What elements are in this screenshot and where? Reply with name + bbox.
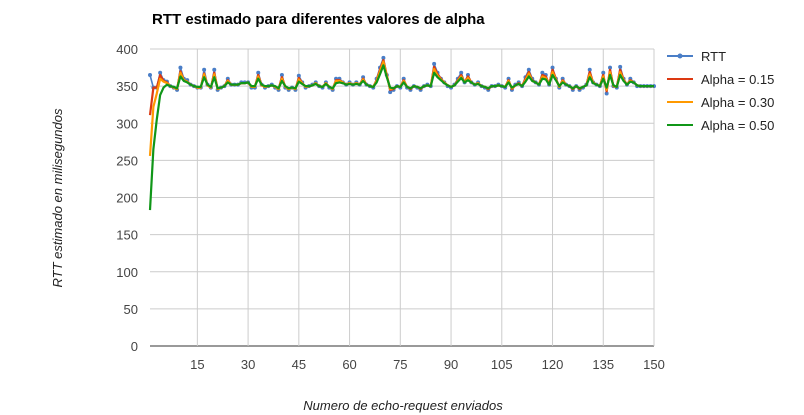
- legend-label: Alpha = 0.15: [701, 72, 774, 87]
- y-tick-label: 150: [116, 228, 138, 243]
- legend: RTT Alpha = 0.15 Alpha = 0.30 Alpha = 0.50: [667, 49, 774, 133]
- data-point: [604, 91, 609, 96]
- y-tick-label: 100: [116, 265, 138, 280]
- x-tick-label: 60: [342, 357, 356, 372]
- data-point: [608, 65, 613, 70]
- axes: 0 50 100 150 200 250 300 350 400 15 30 45 60 75 90 105 1…: [116, 42, 665, 372]
- series-group: [148, 55, 656, 211]
- y-tick-label: 200: [116, 191, 138, 206]
- legend-item: Alpha = 0.50: [667, 118, 774, 133]
- legend-marker: [677, 53, 683, 59]
- series-alpha-0-50: [148, 64, 654, 211]
- data-point: [202, 67, 207, 72]
- y-tick-label: 300: [116, 116, 138, 131]
- grid: [150, 48, 655, 347]
- x-tick-label: 105: [491, 357, 513, 372]
- data-point: [361, 75, 366, 80]
- data-point: [212, 67, 217, 72]
- data-point: [618, 64, 623, 69]
- y-tick-label: 0: [131, 339, 138, 354]
- x-tick-label: 75: [393, 357, 407, 372]
- x-tick-label: 30: [241, 357, 255, 372]
- data-point: [540, 70, 545, 75]
- legend-label: RTT: [701, 49, 726, 64]
- data-point: [465, 72, 470, 77]
- data-point: [279, 72, 284, 77]
- x-tick-label: 15: [190, 357, 204, 372]
- data-point: [601, 70, 606, 75]
- data-point: [432, 61, 437, 66]
- data-point: [256, 70, 261, 75]
- data-point: [506, 76, 511, 81]
- x-tick-label: 90: [444, 357, 458, 372]
- series-alpha-0-30: [148, 60, 654, 156]
- legend-item: Alpha = 0.15: [667, 72, 774, 87]
- y-tick-label: 250: [116, 153, 138, 168]
- chart-title: RTT estimado para diferentes valores de …: [152, 11, 485, 28]
- legend-item: Alpha = 0.30: [667, 95, 774, 110]
- y-axis-label: RTT estimado en milisegundos: [50, 108, 65, 287]
- legend-label: Alpha = 0.30: [701, 95, 774, 110]
- x-tick-label: 120: [542, 357, 564, 372]
- data-point: [381, 55, 386, 60]
- series-line-alpha-0-50: [148, 64, 654, 211]
- y-tick-label: 350: [116, 79, 138, 94]
- data-point: [296, 73, 301, 78]
- y-tick-label: 400: [116, 42, 138, 57]
- data-point: [158, 70, 163, 75]
- y-tick-label: 50: [124, 302, 138, 317]
- x-tick-label: 45: [292, 357, 306, 372]
- data-point: [401, 76, 406, 81]
- x-tick-label: 150: [643, 357, 665, 372]
- data-point: [459, 70, 464, 75]
- data-point: [587, 67, 592, 72]
- legend-item: RTT: [667, 49, 726, 64]
- x-axis-label: Numero de echo-request enviados: [303, 398, 503, 413]
- data-point: [178, 65, 183, 70]
- data-point: [388, 90, 393, 95]
- data-point: [526, 67, 531, 72]
- legend-label: Alpha = 0.50: [701, 118, 774, 133]
- data-point: [148, 72, 152, 77]
- data-point: [550, 65, 555, 70]
- series-line-alpha-0-30: [148, 60, 654, 156]
- x-tick-label: 135: [592, 357, 614, 372]
